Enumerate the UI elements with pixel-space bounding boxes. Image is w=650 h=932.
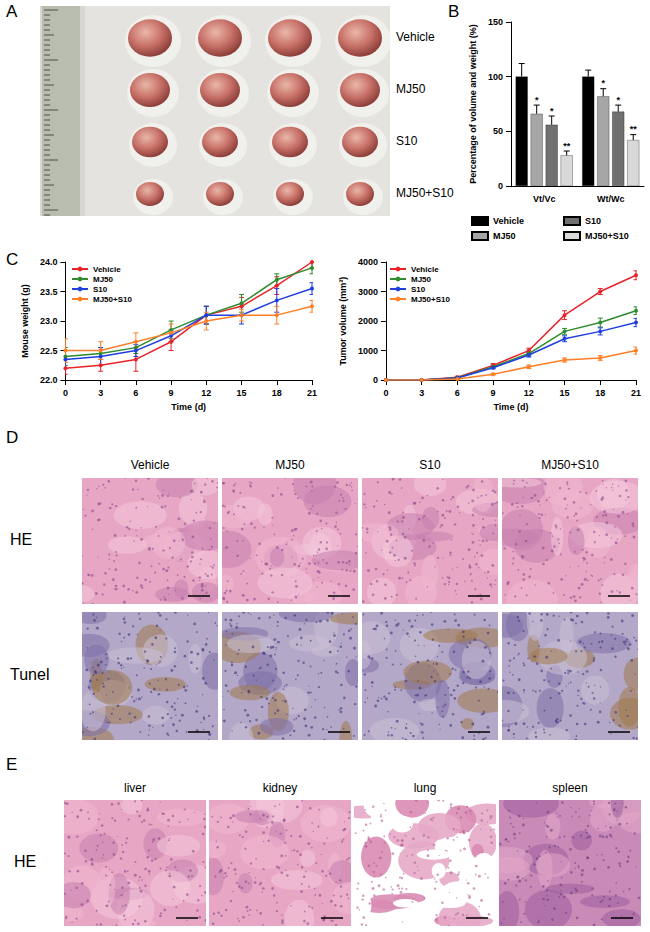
svg-text:15: 15 — [237, 388, 247, 398]
html-text:B: B — [448, 2, 460, 21]
svg-text:22.0: 22.0 — [40, 375, 58, 385]
html-text:S10: S10 — [419, 458, 441, 472]
svg-text:Vehicle: Vehicle — [493, 216, 524, 226]
html-text:MJ50: MJ50 — [396, 82, 426, 96]
svg-text:3: 3 — [98, 388, 103, 398]
svg-text:**: ** — [630, 124, 638, 134]
svg-text:3: 3 — [419, 388, 424, 398]
svg-text:S10: S10 — [411, 285, 426, 294]
svg-text:21: 21 — [307, 388, 317, 398]
svg-text:0: 0 — [383, 388, 388, 398]
svg-text:50: 50 — [493, 126, 503, 136]
svg-text:12: 12 — [524, 388, 534, 398]
svg-text:MJ50+S10: MJ50+S10 — [585, 231, 629, 241]
svg-text:Vehicle: Vehicle — [93, 265, 121, 274]
html-text:kidney: kidney — [262, 781, 298, 795]
svg-text:18: 18 — [272, 388, 282, 398]
html-text:Tunel: Tunel — [10, 666, 50, 683]
svg-text:23.0: 23.0 — [40, 316, 58, 326]
svg-text:Time (d): Time (d) — [494, 402, 529, 412]
html-text:MJ50+S10: MJ50+S10 — [541, 458, 599, 472]
svg-text:21: 21 — [631, 388, 641, 398]
html-text:A: A — [6, 2, 18, 21]
svg-text:15: 15 — [560, 388, 570, 398]
svg-text:Percentage of volume and weigh: Percentage of volume and weight (%) — [468, 24, 478, 184]
svg-text:24.0: 24.0 — [40, 257, 58, 267]
svg-text:4000: 4000 — [358, 257, 378, 267]
svg-text:Mouse weight (g): Mouse weight (g) — [20, 284, 30, 358]
svg-text:6: 6 — [455, 388, 460, 398]
svg-text:100: 100 — [488, 72, 503, 82]
svg-text:S10: S10 — [93, 285, 108, 294]
svg-text:Tumor volume (mm³): Tumor volume (mm³) — [338, 277, 348, 366]
html-text:C: C — [6, 250, 19, 269]
svg-text:23.5: 23.5 — [40, 287, 58, 297]
html-text:MJ50: MJ50 — [275, 458, 305, 472]
svg-text:12: 12 — [201, 388, 211, 398]
svg-text:MJ50: MJ50 — [493, 231, 516, 241]
svg-text:Vehicle: Vehicle — [411, 265, 439, 274]
svg-text:2000: 2000 — [358, 316, 378, 326]
svg-text:9: 9 — [491, 388, 496, 398]
html-text:Vehicle: Vehicle — [396, 30, 435, 44]
svg-text:6: 6 — [133, 388, 138, 398]
svg-text:MJ50: MJ50 — [93, 275, 114, 284]
svg-text:*: * — [550, 106, 554, 116]
html-text:Vehicle: Vehicle — [130, 458, 170, 472]
svg-text:9: 9 — [169, 388, 174, 398]
svg-text:Time (d): Time (d) — [171, 402, 206, 412]
svg-text:0: 0 — [63, 388, 68, 398]
html-text:MJ50+S10: MJ50+S10 — [396, 186, 454, 200]
svg-text:MJ50+S10: MJ50+S10 — [93, 295, 132, 304]
html-text:liver: liver — [124, 781, 146, 795]
svg-text:MJ50+S10: MJ50+S10 — [411, 295, 450, 304]
html-text:lung: lung — [413, 781, 437, 795]
svg-text:0: 0 — [373, 375, 378, 385]
svg-text:*: * — [616, 95, 620, 105]
html-text:HE: HE — [14, 853, 37, 870]
html-text:spleen: spleen — [552, 781, 588, 795]
html-text:S10: S10 — [396, 134, 418, 148]
svg-text:Wt/Wc: Wt/Wc — [597, 194, 625, 204]
svg-text:1000: 1000 — [358, 346, 378, 356]
svg-text:3000: 3000 — [358, 287, 378, 297]
html-text:E: E — [6, 755, 18, 774]
svg-text:**: ** — [563, 141, 571, 151]
svg-text:MJ50: MJ50 — [411, 275, 432, 284]
html-text:D: D — [6, 428, 19, 447]
svg-text:S10: S10 — [585, 216, 601, 226]
svg-text:18: 18 — [595, 388, 605, 398]
svg-text:22.5: 22.5 — [40, 346, 58, 356]
svg-text:Vt/Vc: Vt/Vc — [533, 194, 556, 204]
svg-text:0: 0 — [498, 181, 503, 191]
html-text:HE: HE — [10, 531, 33, 548]
svg-text:*: * — [601, 78, 605, 88]
svg-text:150: 150 — [488, 17, 503, 27]
svg-text:*: * — [535, 95, 539, 105]
